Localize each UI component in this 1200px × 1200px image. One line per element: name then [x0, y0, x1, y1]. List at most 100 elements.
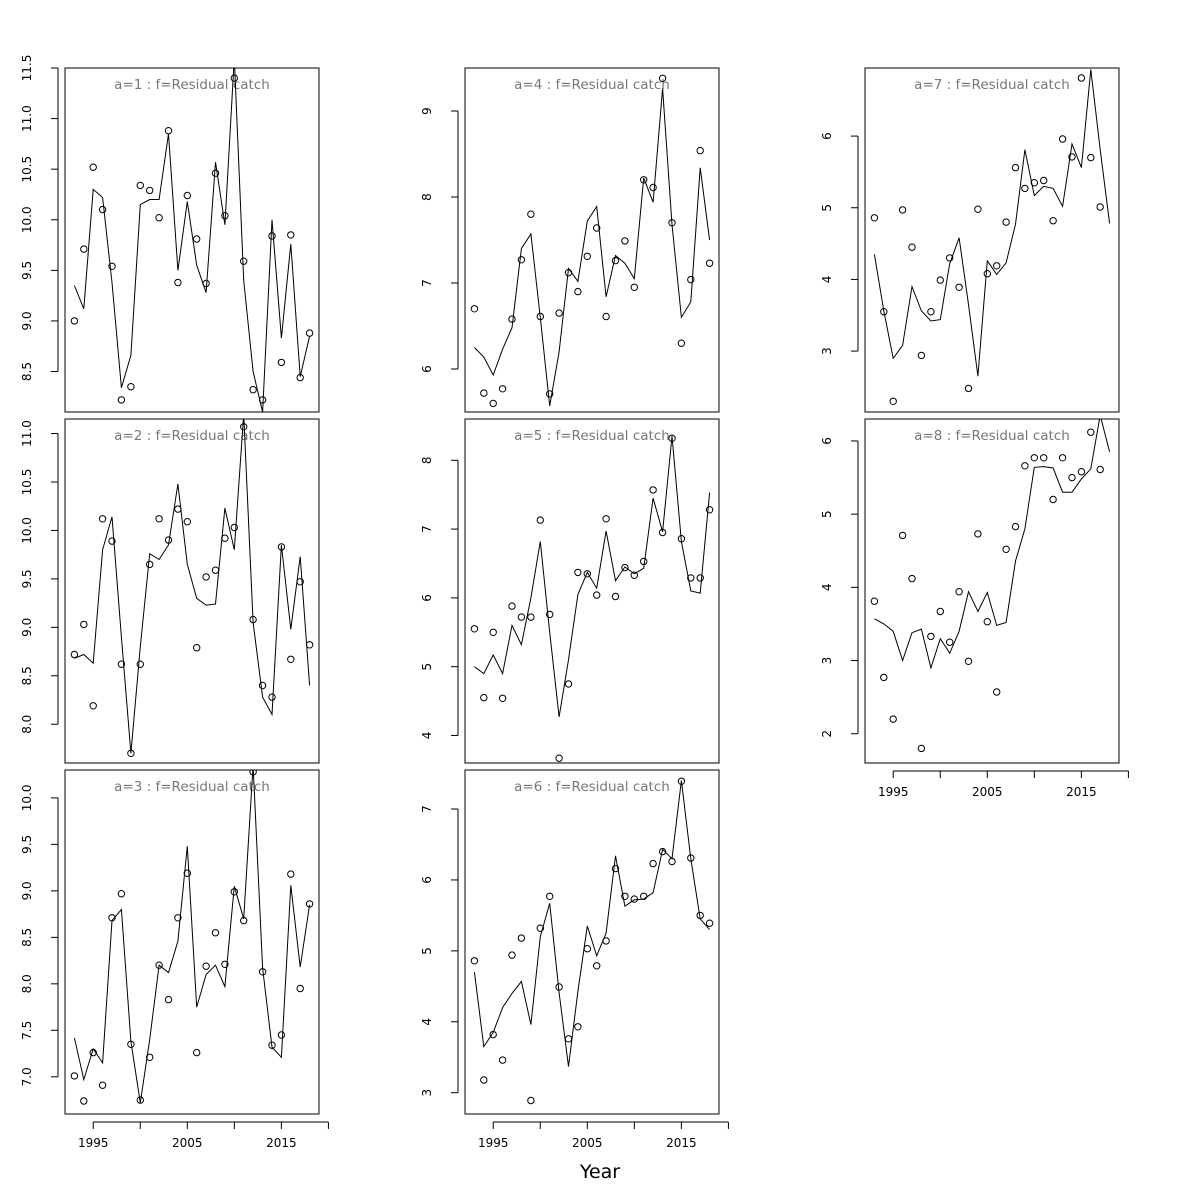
observed-point — [470, 625, 479, 633]
observed-point — [927, 308, 935, 316]
observed-point — [687, 574, 695, 582]
y-tick-label: 10.0 — [20, 517, 34, 544]
x-tick-label: 2015 — [266, 1136, 297, 1150]
panel-a8: a=8 : f=Residual catch 2 3 4 5 6 1995 2005 2015 — [820, 418, 1129, 799]
observed-point — [305, 900, 314, 908]
observed-point — [705, 919, 714, 927]
observed-point — [287, 231, 295, 239]
observed-point — [687, 275, 695, 284]
y-tick-label: 9.0 — [20, 618, 34, 637]
fitted-line — [473, 780, 710, 1067]
observed-point — [611, 864, 620, 873]
observed-point — [564, 1035, 573, 1043]
observed-point — [230, 74, 239, 82]
observed-point — [898, 206, 907, 214]
y-tick-label: 10.5 — [20, 469, 34, 496]
x-tick-label: 1995 — [78, 1136, 109, 1150]
panel-title: a=6 : f=Residual catch — [514, 779, 670, 795]
observed-point — [108, 262, 116, 270]
observed-point — [517, 256, 526, 264]
observed-point — [658, 528, 667, 537]
observed-point — [89, 163, 97, 171]
observed-point — [593, 224, 601, 232]
y-tick-label: 8.0 — [20, 974, 34, 993]
y-tick-label: 9.5 — [20, 261, 34, 280]
observed-point — [287, 870, 295, 878]
observed-point — [1040, 176, 1048, 185]
panel-title: a=2 : f=Residual catch — [114, 428, 270, 444]
observed-point — [240, 916, 248, 925]
observed-point — [640, 557, 648, 566]
observed-point — [1011, 163, 1020, 172]
y-tick-label: 6 — [820, 437, 834, 445]
observed-point — [211, 169, 220, 177]
observed-point — [268, 232, 276, 240]
y-tick-label: 11.0 — [20, 420, 34, 447]
observed-point — [183, 869, 192, 877]
observed-point — [527, 1096, 535, 1105]
observed-point — [498, 1056, 507, 1064]
observed-point — [136, 1096, 145, 1104]
observed-point — [936, 607, 944, 616]
y-tick-label: 3 — [820, 347, 834, 355]
observed-point — [898, 531, 907, 540]
y-tick-label: 8.5 — [20, 666, 34, 685]
observed-point — [470, 305, 479, 313]
observed-point — [127, 749, 135, 757]
plot-area — [470, 777, 714, 1105]
observed-point — [80, 245, 88, 253]
panel-a3: a=3 : f=Residual catch 7.0 7.5 8.0 8.5 9.0 9.5… — [20, 769, 329, 1150]
fitted-line — [73, 68, 311, 412]
plot-frame — [64, 67, 320, 413]
observed-point — [498, 385, 507, 393]
observed-point — [230, 888, 239, 896]
observed-point — [221, 534, 229, 542]
plot-area — [870, 419, 1111, 753]
observed-point — [508, 602, 516, 610]
observed-point — [98, 205, 107, 214]
panel-title: a=7 : f=Residual catch — [914, 77, 1070, 93]
observed-point — [640, 176, 648, 184]
observed-point — [955, 588, 963, 596]
observed-point — [630, 283, 638, 291]
observed-point — [89, 702, 97, 710]
observed-point — [202, 962, 210, 970]
observed-point — [1077, 74, 1086, 82]
observed-point — [1021, 462, 1029, 470]
observed-point — [136, 181, 145, 190]
observed-point — [80, 620, 88, 629]
observed-point — [621, 563, 629, 572]
panel-title: a=8 : f=Residual catch — [914, 428, 1070, 444]
observed-point — [677, 339, 686, 347]
y-tick-label: 4 — [420, 732, 434, 740]
observed-point — [480, 1076, 488, 1084]
plot-area — [70, 68, 314, 412]
y-tick-label: 9 — [420, 107, 434, 115]
observed-point — [108, 537, 116, 545]
observed-point — [621, 892, 629, 900]
plot-area — [70, 770, 314, 1105]
observed-point — [546, 892, 554, 900]
observed-point — [221, 960, 229, 968]
y-tick-label: 8.5 — [20, 362, 34, 381]
y-tick-label: 10.0 — [20, 785, 34, 812]
observed-point — [677, 777, 686, 785]
fitted-line — [873, 69, 1111, 377]
observed-point — [240, 257, 248, 265]
observed-point — [546, 390, 554, 398]
plot-frame — [864, 67, 1120, 413]
observed-point — [1087, 428, 1095, 436]
x-tick-label: 2015 — [1066, 785, 1097, 799]
observed-point — [146, 560, 154, 569]
observed-point — [574, 568, 582, 577]
observed-point — [593, 962, 601, 970]
y-tick-label: 6 — [420, 365, 434, 373]
observed-point — [630, 895, 638, 903]
observed-point — [508, 315, 516, 323]
observed-point — [296, 984, 304, 993]
observed-point — [668, 219, 676, 227]
y-tick-label: 10.5 — [20, 156, 34, 183]
observed-point — [917, 351, 926, 360]
observed-point — [908, 243, 916, 251]
